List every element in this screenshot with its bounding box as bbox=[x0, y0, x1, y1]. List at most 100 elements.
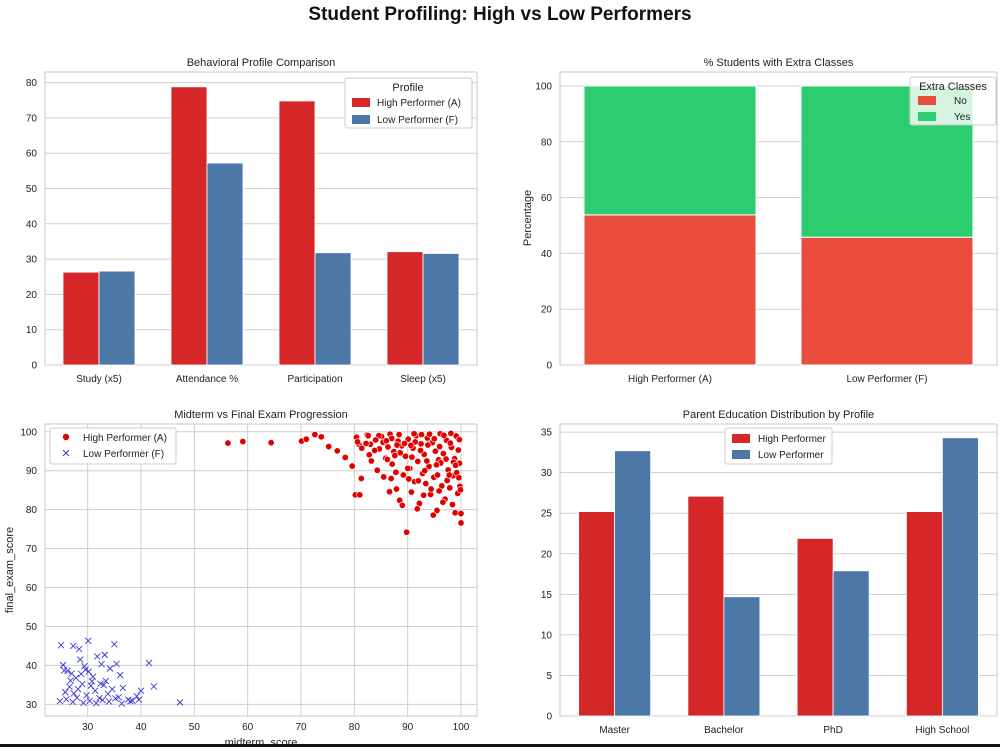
y-tick-label: 80 bbox=[26, 505, 38, 516]
chart-title-2: % Students with Extra Classes bbox=[704, 57, 854, 69]
scatter-point-high bbox=[439, 498, 447, 506]
scatter-point-high bbox=[392, 485, 400, 493]
scatter-point-low bbox=[80, 699, 87, 707]
y-tick-label: 100 bbox=[20, 427, 37, 438]
scatter-point-low bbox=[176, 699, 184, 706]
scatter-point-high bbox=[387, 475, 395, 483]
scatter-point-high bbox=[433, 506, 441, 514]
legend-swatch bbox=[352, 115, 370, 124]
x-tick-label: 100 bbox=[453, 722, 470, 733]
legend-swatch bbox=[918, 96, 936, 105]
legend-label: Low Performer (F) bbox=[377, 115, 458, 126]
y-tick-label: 40 bbox=[26, 661, 38, 672]
scatter-point-low bbox=[87, 682, 95, 689]
bar-high bbox=[170, 86, 208, 366]
bar-no bbox=[583, 214, 757, 366]
scatter-point-low bbox=[99, 696, 106, 704]
scatter-point-high bbox=[348, 462, 356, 470]
scatter-point-low bbox=[116, 671, 124, 679]
x-tick-label: 40 bbox=[135, 722, 147, 733]
scatter-point-high bbox=[436, 443, 444, 451]
scatter-point-low bbox=[100, 681, 107, 689]
x-tick-label: Sleep (x5) bbox=[400, 374, 446, 385]
scatter-point-low bbox=[97, 680, 104, 688]
scatter-point-high bbox=[442, 455, 450, 463]
scatter-point-low bbox=[61, 688, 69, 696]
scatter-point-high bbox=[325, 443, 333, 451]
scatter-point-high bbox=[429, 511, 437, 519]
y-tick-label: 15 bbox=[541, 590, 553, 601]
y-tick-label: 20 bbox=[541, 305, 553, 316]
scatter-point-high bbox=[362, 439, 370, 447]
x-tick-label: Master bbox=[599, 725, 630, 736]
scatter-point-high bbox=[434, 471, 442, 479]
bar-high bbox=[796, 537, 834, 717]
scatter-point-low bbox=[79, 680, 86, 688]
scatter-point-low bbox=[63, 695, 70, 703]
scatter-point-high bbox=[367, 457, 375, 465]
legend-label: High Performer (A) bbox=[83, 433, 167, 444]
scatter-point-low bbox=[56, 697, 64, 705]
scatter-point-high bbox=[424, 441, 432, 449]
y-tick-label: 30 bbox=[541, 468, 553, 479]
x-tick-label: High Performer (A) bbox=[628, 374, 712, 385]
y-tick-label: 0 bbox=[546, 712, 552, 723]
legend-title: Profile bbox=[392, 82, 423, 94]
scatter-point-high bbox=[333, 447, 341, 455]
scatter-point-high bbox=[239, 438, 247, 446]
scatter-point-high bbox=[365, 451, 373, 459]
scatter-point-high bbox=[395, 431, 403, 439]
x-tick-label: 30 bbox=[82, 722, 94, 733]
scatter-point-low bbox=[135, 696, 143, 703]
legend-marker bbox=[62, 433, 70, 441]
x-tick-label: Participation bbox=[287, 374, 342, 385]
y-tick-label: 30 bbox=[26, 700, 38, 711]
scatter-point-high bbox=[447, 429, 455, 437]
bar-low bbox=[314, 252, 352, 366]
x-tick-label: PhD bbox=[823, 725, 842, 736]
scatter-point-high bbox=[400, 439, 408, 447]
scatter-point-low bbox=[66, 683, 73, 691]
scatter-point-low bbox=[106, 665, 114, 672]
bar-high bbox=[578, 511, 616, 717]
scatter-point-low bbox=[83, 692, 90, 699]
bottom-border bbox=[0, 744, 1000, 747]
legend-swatch bbox=[918, 112, 936, 121]
bar-low bbox=[98, 270, 136, 366]
chart-title-3: Midterm vs Final Exam Progression bbox=[174, 409, 348, 421]
y-tick-label: 5 bbox=[546, 671, 552, 682]
y-axis-label: Percentage bbox=[522, 190, 534, 246]
scatter-point-low bbox=[60, 667, 68, 674]
scatter-point-high bbox=[384, 443, 392, 451]
legend-swatch bbox=[352, 98, 370, 107]
scatter-point-high bbox=[413, 505, 421, 513]
scatter-point-high bbox=[457, 519, 465, 527]
bar-low bbox=[832, 570, 870, 717]
scatter-point-low bbox=[74, 685, 82, 693]
legend-title: Extra Classes bbox=[919, 81, 987, 93]
scatter-point-high bbox=[446, 439, 454, 447]
scatter-point-high bbox=[407, 488, 415, 496]
y-tick-label: 50 bbox=[26, 184, 38, 195]
bar-high bbox=[905, 511, 943, 717]
scatter-point-high bbox=[448, 501, 456, 509]
y-axis-label: final_exam_score bbox=[4, 527, 16, 613]
y-tick-label: 80 bbox=[541, 137, 553, 148]
scatter-point-high bbox=[408, 453, 416, 461]
scatter-point-low bbox=[118, 700, 126, 707]
scatter-point-high bbox=[392, 468, 400, 476]
scatter-point-high bbox=[421, 467, 429, 475]
y-tick-label: 80 bbox=[26, 78, 38, 89]
scatter-point-high bbox=[418, 431, 426, 439]
scatter-point-low bbox=[73, 694, 81, 702]
scatter-point-high bbox=[416, 446, 424, 454]
scatter-point-high bbox=[391, 452, 399, 460]
y-tick-label: 60 bbox=[541, 193, 553, 204]
bar-low bbox=[422, 253, 460, 366]
scatter-point-low bbox=[102, 677, 110, 685]
x-tick-label: Attendance % bbox=[176, 374, 238, 385]
bar-high bbox=[62, 271, 100, 366]
legend-label: No bbox=[954, 96, 967, 107]
